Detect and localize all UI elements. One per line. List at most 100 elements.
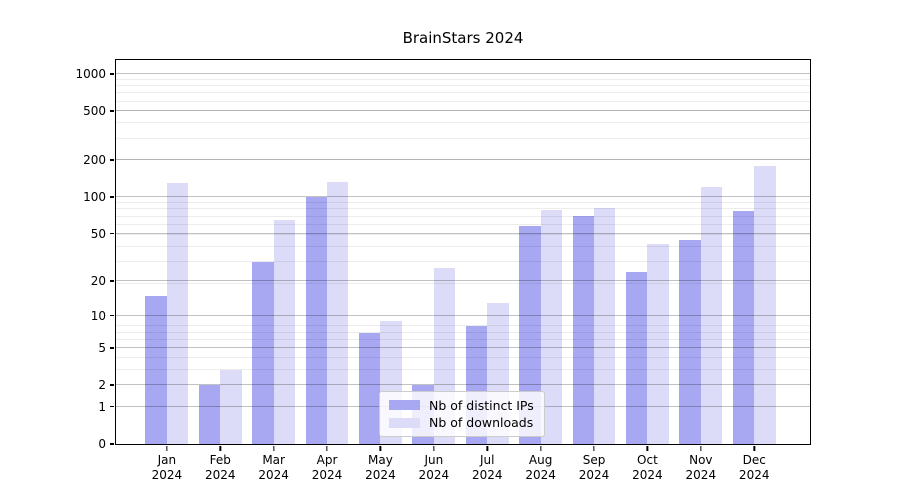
y-minor-gridline [116, 282, 810, 284]
bar-distinct-ips-jan [145, 295, 167, 444]
y-minor-gridline [116, 137, 810, 139]
x-tick-month: Nov [689, 453, 713, 467]
y-tick-label-50: 50 [90, 226, 106, 241]
bar-downloads-jan [166, 183, 189, 444]
legend-swatch-distinct-ips [389, 400, 420, 411]
y-gridline-1000 [116, 73, 810, 75]
y-gridline-2 [116, 384, 810, 386]
y-tick-mark [109, 384, 114, 386]
y-minor-gridline [116, 92, 810, 94]
x-tick-year: 2024 [365, 467, 396, 482]
y-tick-label-20: 20 [90, 274, 106, 289]
y-gridline-20 [116, 280, 810, 282]
x-tick-label-oct: Oct 2024 [632, 453, 663, 482]
y-gridline-100 [116, 196, 810, 197]
x-tick-mark [753, 446, 755, 451]
y-minor-gridline [116, 122, 810, 124]
y-minor-gridline [116, 202, 810, 204]
x-tick-label-jul: Jul 2024 [472, 453, 503, 482]
x-tick-mark [593, 446, 595, 451]
x-tick-mark [219, 446, 221, 451]
x-tick-label-jun: Jun 2024 [419, 453, 450, 482]
y-tick-label-100: 100 [83, 189, 106, 204]
x-tick-month: Oct [637, 453, 658, 467]
legend-label-downloads: Nb of downloads [429, 415, 534, 431]
x-tick-label-dec: Dec 2024 [739, 453, 770, 482]
y-minor-gridline [116, 110, 810, 112]
y-tick-label-200: 200 [83, 153, 106, 168]
x-tick-mark [326, 446, 328, 451]
x-tick-label-may: May 2024 [365, 453, 396, 482]
bar-downloads-mar [273, 219, 296, 444]
x-tick-month: Aug [528, 453, 553, 467]
x-tick-label-jan: Jan 2024 [152, 453, 183, 482]
y-gridline-200 [116, 159, 810, 161]
y-gridline-50 [116, 232, 810, 234]
bar-downloads-apr [327, 181, 349, 444]
x-tick-mark [539, 446, 542, 451]
x-tick-label-apr: Apr 2024 [312, 453, 343, 482]
x-tick-year: 2024 [204, 467, 236, 482]
bar-downloads-feb [220, 369, 242, 444]
x-tick-month: Dec [742, 453, 766, 467]
legend-entry-downloads: Nb of downloads [389, 415, 535, 430]
y-minor-gridline [116, 100, 810, 102]
x-tick-month: Jan [157, 453, 177, 467]
x-tick-label-feb: Feb 2024 [205, 453, 236, 482]
bar-distinct-ips-mar [252, 261, 274, 444]
chart-title: BrainStars 2024 [402, 29, 524, 47]
y-tick-mark [109, 73, 114, 75]
y-tick-mark [109, 347, 114, 349]
x-tick-year: 2024 [151, 467, 183, 482]
y-tick-mark [109, 196, 114, 198]
y-tick-label-0: 0 [98, 437, 106, 451]
y-tick-mark [109, 159, 114, 161]
x-tick-year: 2024 [418, 467, 450, 482]
y-minor-gridline [116, 368, 810, 370]
bar-distinct-ips-dec [732, 210, 755, 444]
y-minor-gridline [116, 208, 810, 210]
y-tick-label-1000: 1000 [75, 67, 106, 82]
x-tick-mark [486, 446, 488, 451]
x-tick-mark [379, 446, 382, 451]
bar-downloads-sep [594, 207, 616, 444]
y-tick-mark [109, 314, 114, 317]
x-tick-year: 2024 [471, 467, 503, 482]
bar-distinct-ips-nov [679, 240, 701, 444]
y-tick-mark [109, 110, 114, 112]
y-tick-label-500: 500 [83, 104, 106, 119]
y-tick-label-2: 2 [98, 378, 106, 393]
x-tick-year: 2024 [311, 467, 343, 482]
bar-distinct-ips-oct [625, 271, 648, 444]
x-tick-year: 2024 [258, 467, 289, 482]
y-tick-label-1: 1 [98, 399, 106, 414]
bar-distinct-ips-feb [198, 385, 221, 444]
x-tick-mark [433, 446, 435, 451]
bar-distinct-ips-sep [572, 215, 595, 444]
bar-distinct-ips-may [358, 332, 381, 444]
legend-swatch-downloads [389, 417, 420, 428]
x-tick-label-nov: Nov 2024 [686, 453, 717, 482]
bar-downloads-aug [540, 210, 563, 444]
bar-downloads-dec [754, 165, 776, 444]
y-minor-gridline [116, 338, 810, 340]
x-tick-year: 2024 [525, 467, 556, 482]
x-tick-year: 2024 [578, 467, 610, 482]
y-gridline-500 [116, 110, 810, 112]
x-tick-month: Jul [479, 453, 495, 467]
y-minor-gridline [116, 215, 810, 217]
x-tick-month: May [368, 453, 393, 467]
y-minor-gridline [116, 356, 810, 358]
y-gridline-10 [116, 314, 810, 316]
bar-distinct-ips-apr [305, 197, 328, 444]
y-minor-gridline [116, 233, 810, 235]
x-tick-mark [272, 446, 275, 451]
x-tick-mark [700, 446, 702, 451]
bar-downloads-nov [700, 187, 723, 444]
y-minor-gridline [116, 159, 810, 161]
x-tick-label-aug: Aug 2024 [525, 453, 556, 482]
x-tick-label-mar: Mar 2024 [258, 453, 289, 482]
x-tick-mark [646, 446, 649, 451]
x-tick-label-sep: Sep 2024 [579, 453, 610, 482]
x-tick-month: Apr [316, 453, 338, 467]
